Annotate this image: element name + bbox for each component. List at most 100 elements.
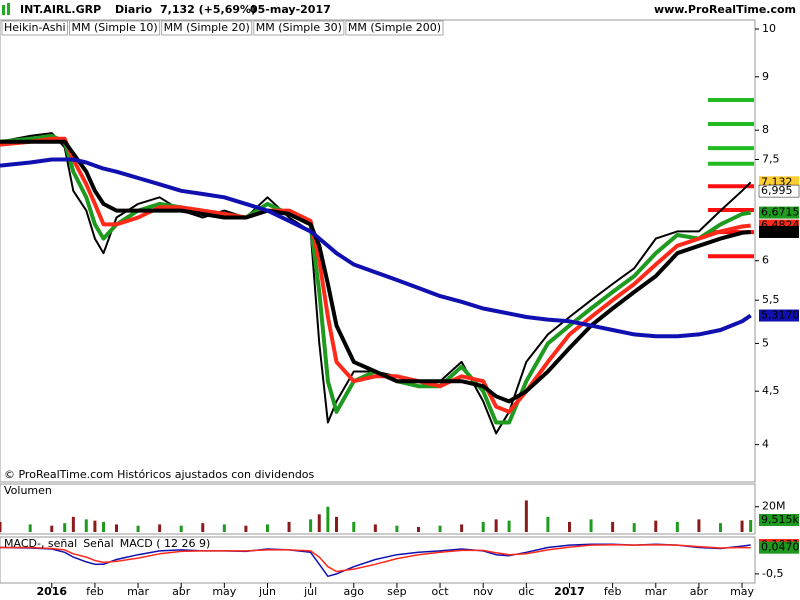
price-tag: [758, 184, 800, 198]
volume-bar: [481, 521, 485, 532]
volume-bar: [179, 525, 183, 532]
y-tick-label: 5,5: [762, 293, 780, 306]
y-tick-label: 4: [762, 438, 769, 451]
icon: [7, 3, 10, 15]
legend-box: [1, 20, 69, 36]
y-tick-label: 10: [762, 22, 776, 35]
volume-bar: [395, 525, 399, 532]
volume-bar: [697, 519, 701, 532]
legend-entry: MM (Simple 200): [348, 21, 441, 34]
y-tick-label: 9: [762, 70, 769, 83]
series-line: [0, 139, 751, 404]
volume-bar: [654, 520, 658, 532]
volume-bar: [524, 500, 528, 532]
volume-panel: [0, 483, 756, 535]
volume-bar: [749, 519, 753, 532]
price-tag-label: 6,995: [761, 184, 793, 197]
y-tick-label: 8: [762, 123, 769, 136]
y-tick-label: 5: [762, 336, 769, 349]
icon: [2, 5, 5, 15]
volume-bar: [373, 524, 377, 532]
series-line: [0, 543, 751, 573]
site: www.ProRealTime.com: [654, 3, 796, 16]
volume-bar: [416, 526, 420, 532]
price-tag: [759, 225, 799, 238]
volume-bar: [675, 521, 679, 532]
volume-bar: [265, 524, 269, 532]
price-tag: [759, 513, 799, 526]
note: © ProRealTime.com Históricos ajustados c…: [4, 468, 315, 481]
x-tick-label: oct: [432, 585, 450, 598]
volume-bar: [632, 523, 636, 532]
series-line: [0, 132, 752, 435]
volume-bar: [201, 523, 205, 532]
x-tick-label: feb: [86, 585, 104, 598]
volume-bar: [589, 519, 593, 532]
period: Diario: [115, 3, 153, 16]
legend-entry: MM (Simple 20): [164, 21, 250, 34]
price-tag-label: 6,3926: [761, 225, 800, 238]
volume-bar: [222, 524, 226, 532]
volume-bar: [309, 519, 313, 532]
x-tick-label: mar: [127, 585, 149, 598]
y-tick-label: 20M: [762, 500, 786, 513]
x-tick-label: jul: [303, 585, 317, 598]
volume-bar: [438, 525, 442, 532]
last-price: 7,132 (+5,69%): [160, 3, 256, 16]
x-tick-label: may: [730, 585, 754, 598]
x-tick-label: mar: [645, 585, 667, 598]
date: 05-may-2017: [250, 3, 331, 16]
legend-box: [69, 20, 161, 36]
x-tick-label: jun: [258, 585, 276, 598]
symbol: INT.AIRL.GRP: [20, 3, 101, 16]
legend-entry: Señal: [83, 537, 114, 550]
x-tick-label: ago: [344, 585, 365, 598]
macd-panel: [0, 536, 756, 584]
volume-bar: [740, 520, 744, 532]
volume-bar: [244, 525, 248, 532]
volume-bar: [494, 519, 498, 532]
y-tick-label: 7,5: [762, 152, 780, 165]
y-tick-label: -0,5: [762, 567, 783, 580]
price-tag: [759, 309, 799, 322]
volume-bar: [84, 519, 88, 532]
volume-bar: [50, 525, 54, 532]
series-line: [0, 133, 752, 425]
legend-entry: MACD ( 12 26 9): [120, 537, 211, 550]
legend-box: [345, 20, 444, 36]
volume-bar: [114, 524, 118, 532]
volume-bar: [102, 521, 106, 532]
volume-bar: [0, 521, 2, 532]
volume-bar: [136, 525, 140, 532]
x-tick-label: may: [212, 585, 236, 598]
price-panel: [0, 19, 756, 483]
volume-bar: [546, 516, 550, 532]
price-tag: [759, 206, 799, 219]
volume-bar: [352, 521, 356, 532]
volume-bar: [507, 520, 511, 532]
x-tick-label: abr: [172, 585, 191, 598]
x-tick-label: dic: [518, 585, 534, 598]
y-tick-label: 4,5: [762, 384, 780, 397]
legend-entry: Heikin-Ashi: [4, 21, 66, 34]
price-tag-label: 5,3170: [761, 309, 800, 322]
series-line: [0, 157, 752, 339]
x-tick-label: sep: [387, 585, 406, 598]
volume-bar: [718, 523, 722, 532]
x-tick-label: nov: [473, 585, 494, 598]
price-tag-label: 6,6715: [761, 206, 800, 219]
price-tag-label: 9,515k: [761, 513, 799, 526]
series-line: [0, 136, 751, 414]
volume-bar: [611, 521, 615, 532]
price-tag-label: 0,0470: [761, 541, 800, 554]
volume-bar: [287, 521, 291, 532]
x-tick-label: feb: [604, 585, 622, 598]
x-tick-label: 2016: [36, 585, 67, 598]
x-tick-label: 2017: [554, 585, 585, 598]
volume-bar: [317, 514, 321, 532]
volume-bar: [335, 516, 339, 532]
legend-box: [253, 20, 345, 36]
x-tick-label: abr: [690, 585, 709, 598]
